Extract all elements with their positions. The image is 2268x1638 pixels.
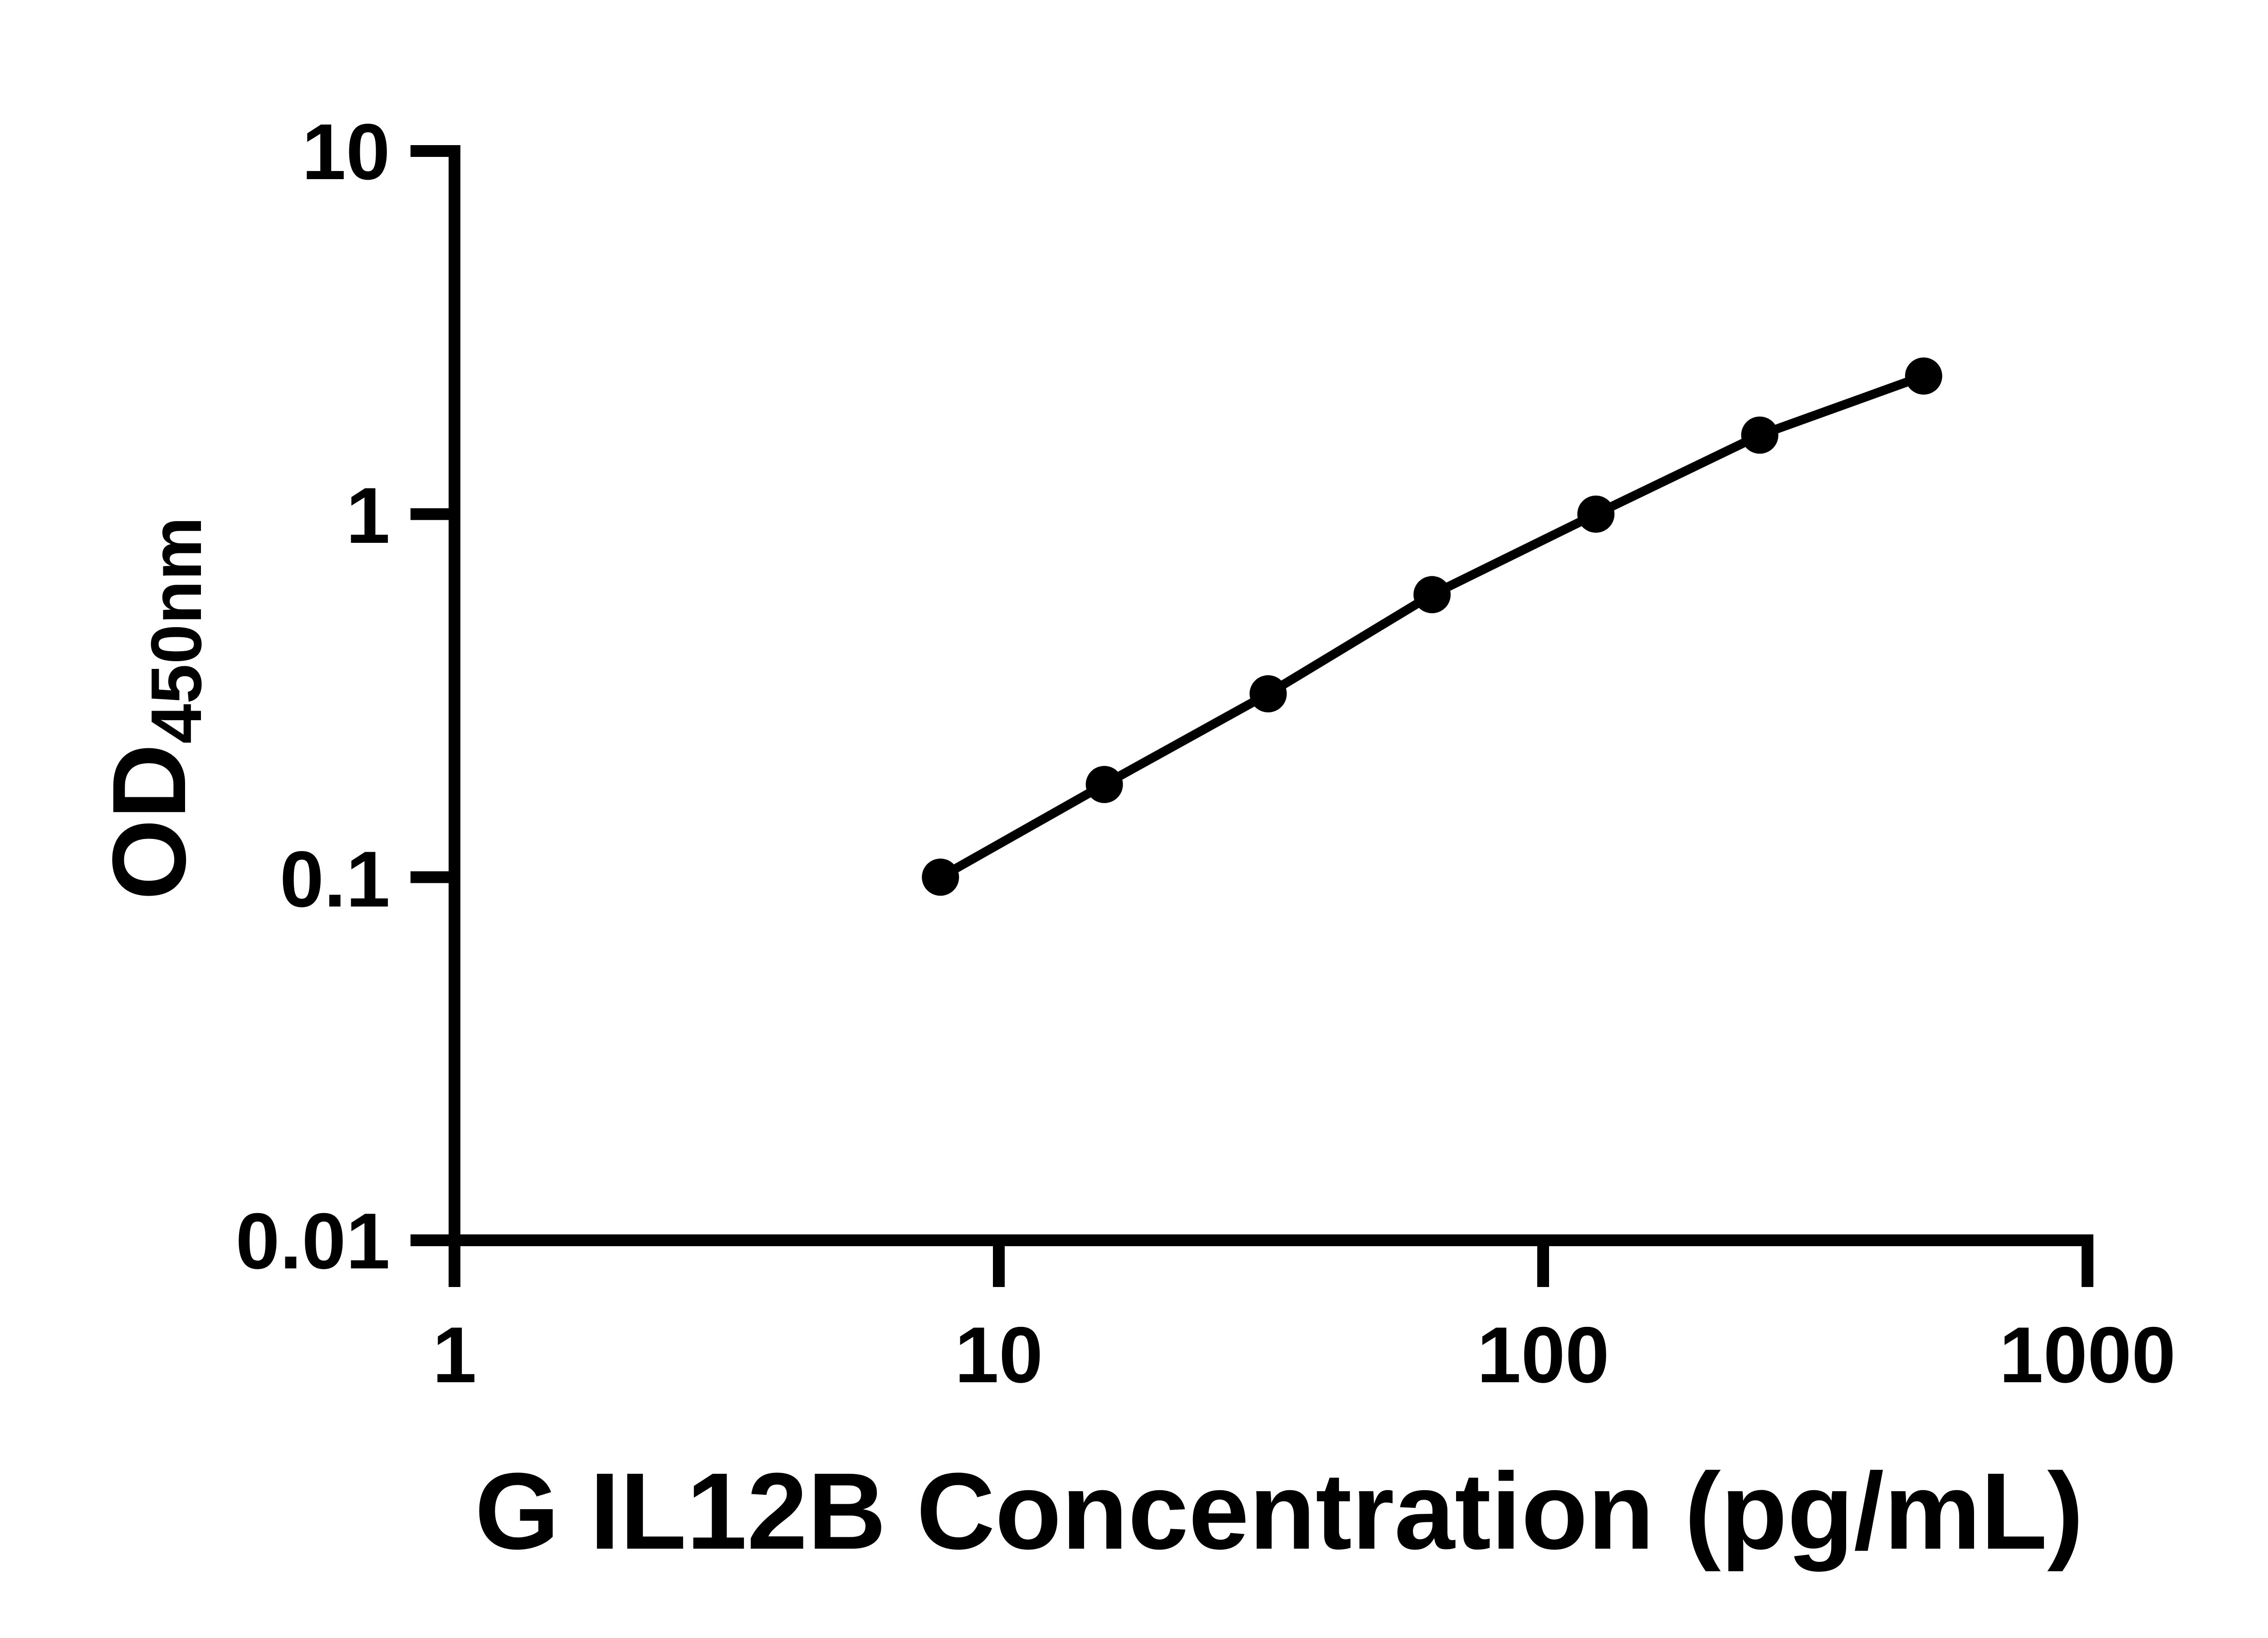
y-axis-title: OD450nm xyxy=(91,517,216,900)
y-axis-title-subscript: 450nm xyxy=(137,517,216,744)
data-point xyxy=(922,858,959,896)
x-tick-mark xyxy=(993,1246,1005,1287)
y-tick-label: 1 xyxy=(346,472,390,560)
y-tick-label: 0.01 xyxy=(235,1197,390,1286)
y-tick-mark xyxy=(411,145,449,157)
x-axis-title: G IL12B Concentration (pg/mL) xyxy=(475,1450,2084,1572)
x-tick-mark xyxy=(449,1246,460,1287)
tick-marks xyxy=(411,145,2093,1287)
x-tick-mark xyxy=(1537,1246,1549,1287)
data-point xyxy=(1085,765,1123,803)
data-point xyxy=(1905,357,1942,395)
standard-curve-line xyxy=(936,371,1928,882)
y-tick-mark xyxy=(411,871,449,883)
data-point xyxy=(1577,495,1615,533)
x-tick-label: 1 xyxy=(432,1311,476,1399)
data-point xyxy=(1249,675,1287,712)
y-tick-label: 0.1 xyxy=(280,835,390,924)
y-tick-mark xyxy=(411,508,449,520)
data-point xyxy=(1741,416,1779,454)
x-tick-label: 10 xyxy=(955,1311,1043,1399)
x-tick-label: 100 xyxy=(1477,1311,1609,1399)
x-axis-line xyxy=(449,1234,2093,1246)
y-tick-mark xyxy=(411,1234,449,1246)
y-tick-label: 10 xyxy=(302,108,390,196)
x-tick-mark xyxy=(2082,1246,2093,1287)
y-axis-line xyxy=(449,145,460,1246)
data-point xyxy=(1413,576,1451,614)
y-axis-title-base: OD xyxy=(91,744,207,900)
standard-curve-series xyxy=(922,357,1942,896)
x-tick-label: 1000 xyxy=(1999,1311,2175,1399)
